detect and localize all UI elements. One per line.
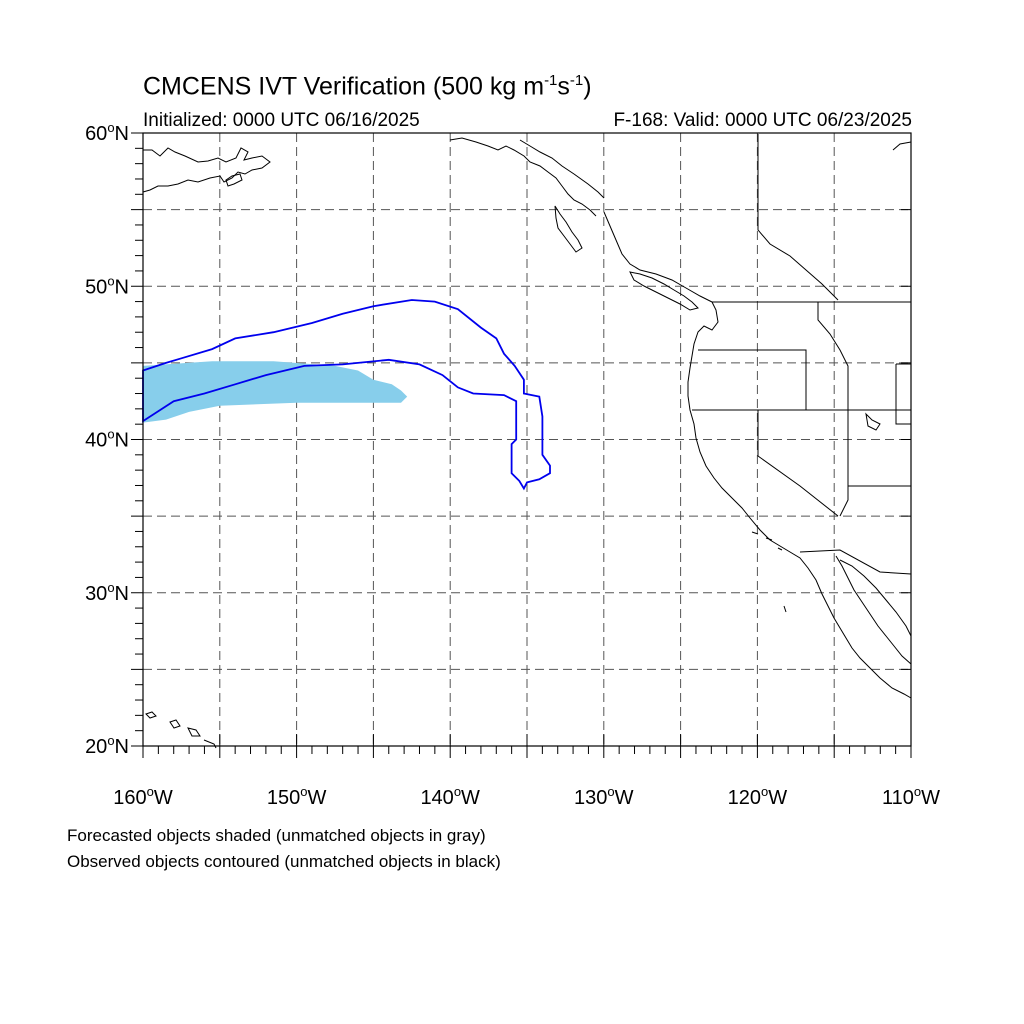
lat-tick-label: 50oN — [85, 273, 129, 298]
axis-labels: 60oN 50oN 40oN 30oN 20oN 160oW 150oW 140oW 130oW… — [85, 120, 940, 809]
coast-alaska-gulf — [449, 137, 597, 217]
lat-tick-label: 30oN — [85, 580, 129, 605]
island-oahu — [169, 719, 181, 729]
lat-tick-label: 20oN — [85, 733, 129, 758]
coastlines — [142, 134, 912, 749]
island-big — [203, 739, 217, 749]
valid-time: F-168: Valid: 0000 UTC 06/23/2025 — [613, 110, 912, 131]
observed-layer — [142, 299, 551, 491]
lat-tick-label: 60oN — [85, 120, 129, 145]
border-nv-ca — [757, 410, 839, 517]
border-or-wa — [698, 349, 807, 410]
coast-canada-mainland — [603, 211, 713, 303]
coast-top-right — [892, 141, 912, 151]
island-maui — [187, 727, 201, 737]
lon-tick-label: 130oW — [574, 784, 634, 809]
lon-tick-label: 150oW — [267, 784, 327, 809]
coast-mexico-mainland — [839, 559, 912, 637]
lon-tick-label: 160oW — [113, 784, 173, 809]
coast-alaska-west — [142, 147, 271, 193]
coast-west-us — [687, 301, 912, 699]
graticule — [143, 133, 911, 746]
border-canada-bc-ab — [757, 134, 839, 301]
border-us-mex — [799, 549, 912, 575]
lat-tick-label: 40oN — [85, 427, 129, 452]
lon-tick-label: 110oW — [882, 784, 940, 809]
coast-vancouver-island — [629, 271, 699, 311]
forecast-ivt-object — [143, 361, 408, 423]
forecast-layer — [143, 361, 408, 423]
coast-baja-gulf — [835, 555, 912, 665]
islands-channel — [751, 531, 787, 613]
coast-alaska-kodiak — [225, 173, 243, 187]
observed-ivt-object — [142, 299, 551, 491]
border-id — [817, 302, 849, 410]
legend-note-observed: Observed objects contoured (unmatched ob… — [67, 852, 501, 871]
coast-bc-islands — [554, 205, 583, 253]
legend-note-forecast: Forecasted objects shaded (unmatched obj… — [67, 826, 486, 845]
map-title: CMCENS IVT Verification (500 kg m-1s-1) — [143, 72, 592, 101]
border-mt-wy — [895, 363, 911, 425]
border-nv-az — [839, 410, 849, 517]
lon-tick-label: 140oW — [420, 784, 480, 809]
lake-salt — [865, 412, 881, 431]
initialized-time: Initialized: 0000 UTC 06/16/2025 — [143, 110, 420, 131]
lon-tick-label: 120oW — [728, 784, 788, 809]
axis-ticks — [131, 132, 912, 758]
island-kauai — [145, 711, 157, 719]
coast-alaska-pan — [519, 139, 605, 199]
